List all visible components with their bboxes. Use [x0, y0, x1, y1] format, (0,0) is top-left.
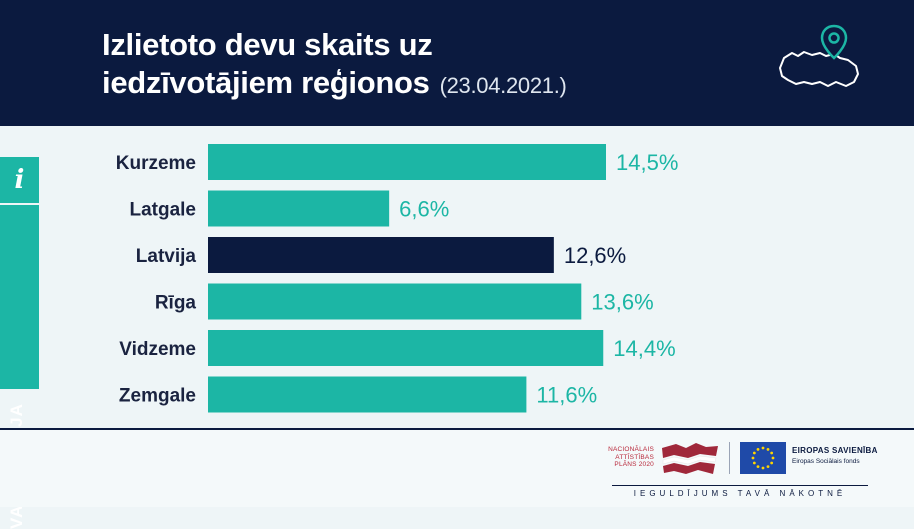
value-label: 6,6% — [399, 197, 449, 222]
footer-divider — [0, 428, 914, 430]
info-icon: i — [0, 157, 39, 205]
category-label: Latvija — [136, 246, 197, 267]
value-label: 14,4% — [613, 336, 675, 361]
category-label: Zemgale — [119, 386, 196, 407]
bar-kurzeme — [208, 144, 606, 180]
latvia-map-pin-icon — [779, 24, 859, 87]
page-title: Izlietoto devu skaits uz iedzīvotājiem r… — [102, 26, 567, 105]
bar-vidzeme — [208, 330, 604, 366]
eu-flag-icon — [740, 442, 786, 474]
bar-zemgale — [208, 376, 527, 413]
title-line-1: Izlietoto devu skaits uz — [102, 27, 433, 62]
category-label: Latgale — [129, 200, 196, 221]
eu-subtitle: Eiropas Sociālais fonds — [792, 458, 860, 465]
value-label: 13,6% — [591, 290, 653, 315]
tagline-divider — [612, 485, 868, 486]
title-line-2: iedzīvotājiem reģionos — [102, 65, 430, 100]
value-label: 12,6% — [564, 243, 626, 268]
bar-rīga — [208, 283, 582, 320]
tagline: IEGULDĪJUMS TAVĀ NĀKOTNĒ — [633, 489, 847, 498]
value-label: 11,6% — [536, 383, 597, 408]
category-label: Rīga — [155, 293, 197, 314]
footer-logo-divider — [729, 442, 730, 474]
category-label: Kurzeme — [116, 153, 196, 174]
value-label: 14,5% — [616, 150, 678, 175]
vaccination-side-tab: i VAKCINĀCIJA — [0, 157, 39, 529]
nap-flag-logo-icon — [662, 443, 718, 474]
bar-chart: Kurzeme 14,5% Latgale 6,6% Latvija 12,6% Rīga 1… — [116, 144, 678, 413]
title-date: (23.04.2021.) — [439, 73, 567, 98]
category-label: Vidzeme — [119, 339, 196, 360]
header-banner: Izlietoto devu skaits uz iedzīvotājiem r… — [0, 0, 914, 126]
eu-title: EIROPAS SAVIENĪBA — [792, 446, 878, 455]
bar-latvija — [208, 237, 554, 273]
bar-latgale — [208, 190, 390, 227]
nap-logo-text: NACIONĀLAIS ATTĪSTĪBAS PLĀNS 2020 — [608, 446, 654, 468]
